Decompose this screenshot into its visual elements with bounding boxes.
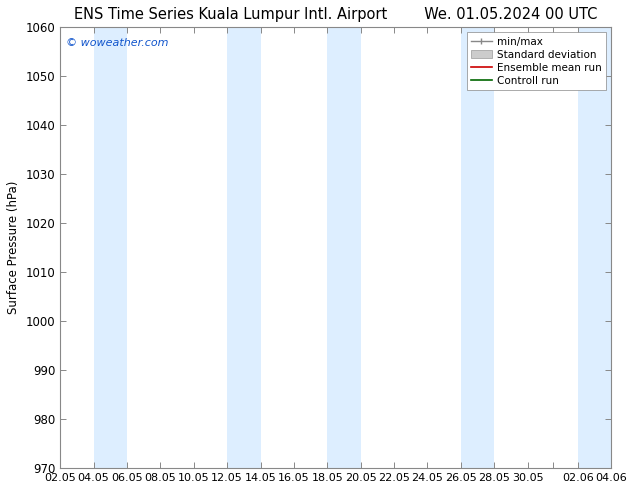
Text: © woweather.com: © woweather.com: [66, 38, 168, 49]
Legend: min/max, Standard deviation, Ensemble mean run, Controll run: min/max, Standard deviation, Ensemble me…: [467, 32, 606, 90]
Bar: [227, 27, 261, 468]
Title: ENS Time Series Kuala Lumpur Intl. Airport        We. 01.05.2024 00 UTC: ENS Time Series Kuala Lumpur Intl. Airpo…: [74, 7, 597, 22]
Bar: [578, 27, 611, 468]
Bar: [461, 27, 495, 468]
Y-axis label: Surface Pressure (hPa): Surface Pressure (hPa): [7, 181, 20, 315]
Bar: [93, 27, 127, 468]
Bar: [327, 27, 361, 468]
